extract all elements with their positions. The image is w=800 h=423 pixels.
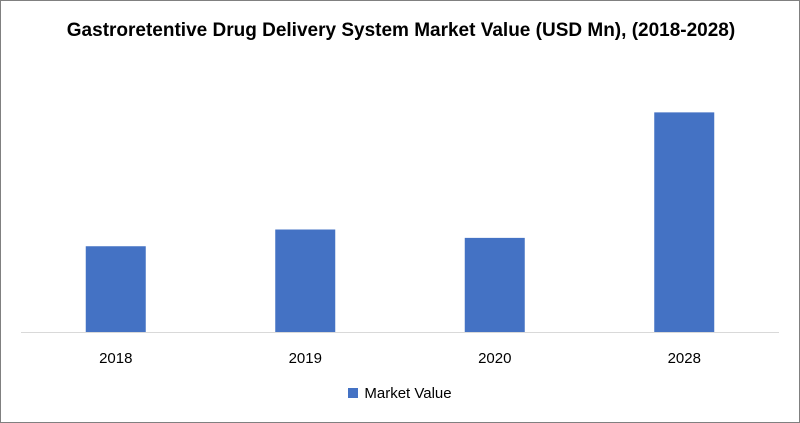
chart-title: Gastroretentive Drug Delivery System Mar… [66, 20, 736, 41]
bar-2028 [654, 112, 715, 332]
bar-2020 [464, 237, 525, 332]
legend-swatch [348, 388, 359, 398]
x-tick-label: 2018 [99, 350, 132, 367]
bar-2019 [275, 229, 336, 332]
legend-label: Market Value [364, 385, 452, 402]
x-tick-label: 2020 [478, 350, 511, 367]
x-tick-label: 2019 [289, 350, 322, 367]
legend: Market Value [1, 385, 799, 402]
bar-2018 [85, 246, 146, 332]
x-tick-label: 2028 [668, 350, 701, 367]
